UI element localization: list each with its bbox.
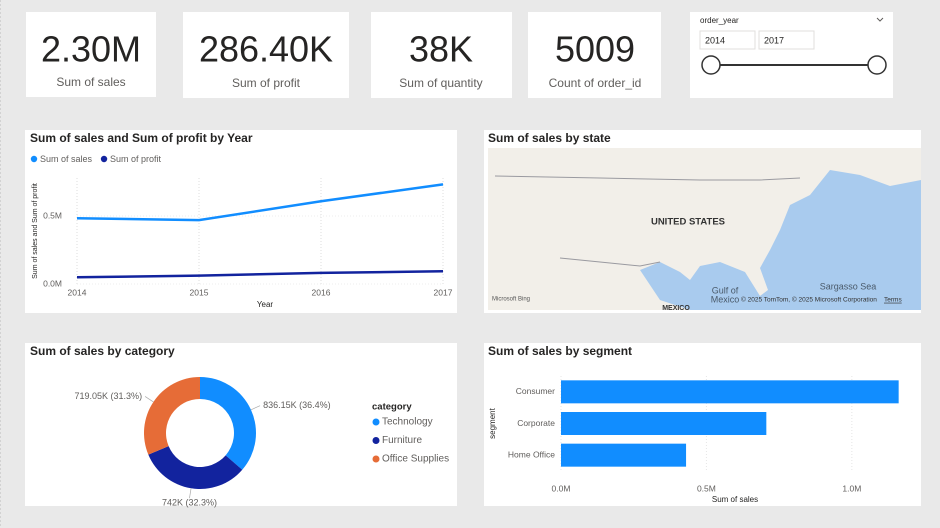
data-label: 742K (32.3%): [162, 498, 217, 508]
kpi-label: Sum of profit: [232, 76, 301, 90]
kpi-value: 5009: [555, 29, 635, 70]
y-tick-label: Consumer: [516, 386, 555, 396]
x-tick-label: 2016: [312, 287, 331, 297]
chart-title: Sum of sales by state: [488, 131, 611, 145]
border: [494, 175, 801, 181]
legend-label: Sum of profit: [110, 154, 162, 164]
y-tick-label: Corporate: [517, 418, 555, 428]
map-terms[interactable]: Terms: [884, 297, 902, 304]
donut-slice: [143, 377, 200, 455]
legend-marker: [30, 155, 38, 163]
y-tick-label: 0.0M: [43, 278, 62, 288]
map-provider: Microsoft Bing: [492, 297, 530, 303]
slicer-from: 2014: [705, 35, 725, 45]
slicer-title: order_year: [700, 16, 739, 25]
legend-marker: [372, 437, 380, 444]
x-tick-label: 2015: [190, 287, 209, 297]
card: [371, 12, 512, 98]
map-label: Sargasso Sea: [820, 281, 877, 291]
donut-slice: [148, 446, 243, 489]
line-series: [76, 270, 444, 279]
slicer[interactable]: [690, 12, 893, 98]
map-label: Mexico: [711, 294, 740, 304]
leader-line: [189, 488, 192, 499]
input-box[interactable]: [699, 30, 756, 50]
bar: [561, 380, 899, 404]
map-label: Gulf of: [712, 285, 739, 295]
kpi-value: 2.30M: [41, 29, 141, 70]
legend-marker: [372, 418, 380, 426]
kpi-label: Sum of quantity: [399, 76, 482, 90]
map-land: [488, 148, 921, 310]
bar: [561, 412, 767, 435]
legend-label: Office Supplies: [382, 454, 449, 465]
chart-title: Sum of sales by category: [30, 344, 175, 358]
legend-title: category: [372, 402, 412, 413]
card: [26, 12, 156, 97]
kpi-label: Sum of sales: [56, 75, 125, 89]
border: [559, 257, 661, 267]
kpi-value: 286.40K: [199, 29, 333, 70]
line-series: [76, 183, 444, 222]
chart-title: Sum of sales by segment: [488, 344, 632, 358]
input-box[interactable]: [758, 30, 815, 50]
map-attribution: © 2025 TomTom, © 2025 Microsoft Corporat…: [741, 296, 877, 304]
legend-label: Technology: [382, 417, 433, 428]
map-label: UNITED STATES: [651, 217, 725, 228]
donut-slice: [200, 377, 257, 470]
panel: [25, 130, 457, 313]
map-label: MEXICO: [662, 305, 690, 312]
legend-marker: [100, 155, 108, 163]
legend-label: Sum of sales: [40, 154, 93, 164]
data-label: 836.15K (36.4%): [263, 400, 331, 410]
x-tick-label: 2014: [68, 287, 87, 297]
data-label: 719.05K (31.3%): [75, 391, 143, 401]
y-tick-label: 0.5M: [43, 210, 62, 220]
y-axis-title: Sum of sales and Sum of profit: [32, 183, 39, 279]
slider-handle[interactable]: [701, 55, 721, 75]
chart-title: Sum of sales and Sum of profit by Year: [30, 131, 253, 145]
leader-line: [250, 405, 261, 411]
x-tick-label: 2017: [434, 287, 453, 297]
kpi-label: Count of order_id: [549, 76, 642, 90]
x-tick-label: 0.5M: [697, 483, 716, 493]
kpi-value: 38K: [409, 29, 473, 70]
y-tick-label: Home Office: [508, 449, 555, 459]
bar: [561, 443, 687, 467]
legend-label: Furniture: [382, 435, 422, 446]
slider-handle[interactable]: [867, 55, 887, 75]
card: [183, 12, 349, 98]
legend-marker: [372, 455, 380, 463]
y-axis-title: segment: [488, 407, 497, 438]
x-axis-title: Year: [257, 300, 274, 309]
slicer-to: 2017: [764, 35, 784, 45]
x-axis-title: Sum of sales: [712, 495, 758, 504]
x-tick-label: 1.0M: [842, 483, 861, 493]
x-tick-label: 0.0M: [552, 483, 571, 493]
chevron[interactable]: [876, 17, 884, 22]
leader-line: [144, 396, 154, 403]
card: [528, 12, 661, 98]
